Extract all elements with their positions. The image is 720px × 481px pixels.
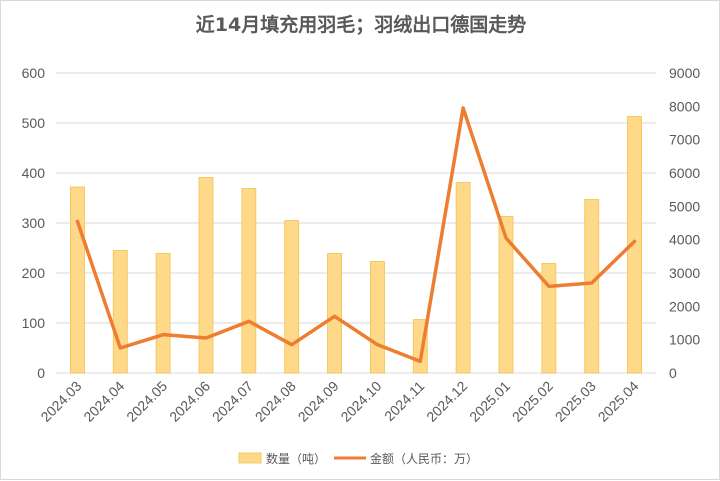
right-axis-tick-label: 7000: [669, 132, 700, 148]
x-axis-tick-label: 2024.06: [166, 378, 213, 425]
gridlines: [56, 72, 656, 374]
x-axis-tick-label: 2024.09: [295, 378, 342, 425]
left-axis-tick-label: 0: [37, 365, 45, 381]
x-axis-tick-label: 2024.03: [37, 378, 84, 425]
x-axis: 2024.032024.042024.052024.062024.072024.…: [37, 378, 641, 425]
bar: [370, 261, 385, 374]
x-axis-tick-label: 2024.12: [423, 378, 470, 425]
bar: [627, 116, 642, 374]
bar-series: [70, 116, 642, 374]
bar: [541, 263, 557, 374]
left-axis-tick-label: 200: [22, 265, 46, 281]
x-axis-tick-label: 2025.01: [466, 378, 513, 425]
right-axis-tick-label: 0: [669, 365, 677, 381]
left-axis-tick-label: 300: [22, 215, 46, 231]
bar: [284, 220, 300, 374]
bar: [70, 186, 85, 374]
right-axis-tick-label: 8000: [669, 98, 700, 114]
right-axis-tick-label: 4000: [669, 232, 700, 248]
right-axis-tick-label: 9000: [669, 65, 700, 81]
bar: [327, 253, 342, 374]
x-axis-tick-label: 2024.07: [209, 378, 256, 425]
x-axis-tick-label: 2024.05: [123, 378, 170, 425]
bar: [455, 182, 471, 374]
x-axis-tick-label: 2024.11: [381, 378, 428, 425]
left-axis-tick-label: 500: [22, 115, 46, 131]
left-axis: 0 100 200 300 400 500 600: [22, 65, 46, 381]
line-path: [75, 106, 637, 364]
x-axis-tick-label: 2024.08: [252, 378, 299, 425]
left-axis-tick-label: 600: [22, 65, 46, 81]
legend-label-quantity: 数量（吨）: [266, 451, 326, 466]
chart-title: 近14月填充用羽毛；羽绒出口德国走势: [196, 13, 526, 36]
right-axis-tick-label: 1000: [669, 332, 700, 348]
bar: [498, 216, 514, 374]
line-series: [75, 106, 637, 364]
left-axis-tick-label: 400: [22, 165, 46, 181]
x-axis-tick-label: 2024.04: [80, 378, 127, 425]
bar: [112, 250, 128, 374]
right-axis-tick-label: 2000: [669, 298, 700, 314]
x-axis-tick-label: 2025.03: [552, 378, 599, 425]
right-axis-tick-label: 3000: [669, 265, 700, 281]
right-axis-tick-label: 6000: [669, 165, 700, 181]
bar: [198, 177, 214, 374]
bar: [155, 253, 171, 374]
bar: [584, 199, 600, 374]
x-axis-tick-label: 2024.10: [337, 378, 384, 425]
right-axis-tick-label: 5000: [669, 198, 700, 214]
legend-label-amount: 金额（人民币：万）: [370, 451, 478, 466]
right-axis: 0 1000 2000 3000 4000 5000 6000 7000 8000 9000: [669, 65, 700, 381]
x-axis-tick-label: 2025.02: [509, 378, 556, 425]
bar: [241, 188, 257, 374]
legend-swatch-quantity: [238, 452, 262, 464]
left-axis-tick-label: 100: [22, 315, 46, 331]
x-axis-tick-label: 2025.04: [595, 378, 642, 425]
legend: 数量（吨） 金额（人民币：万）: [238, 451, 478, 466]
